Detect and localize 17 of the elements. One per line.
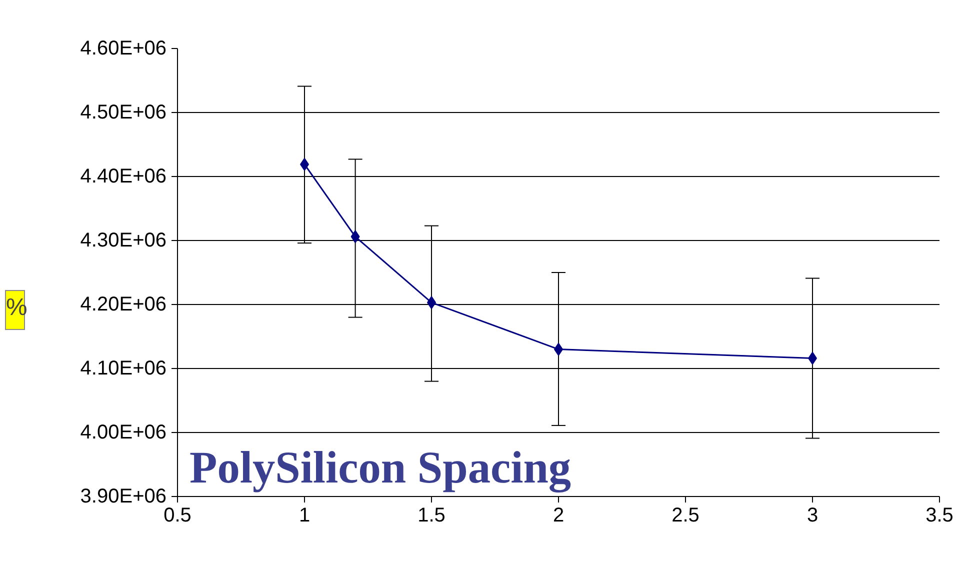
y-tick-label: 4.40E+06	[80, 166, 167, 188]
y-tick-label: 4.30E+06	[80, 230, 167, 252]
y-tick-label: 4.20E+06	[80, 294, 167, 316]
x-tick-label: 2	[552, 504, 564, 526]
y-tick-label: 4.60E+06	[80, 38, 167, 60]
y-tick-label: 4.50E+06	[80, 102, 167, 124]
x-tick-label: 3	[806, 504, 818, 526]
x-tick-label: 1	[298, 504, 310, 526]
annotation: PolySilicon Spacing	[190, 442, 572, 492]
x-tick-label: 1.5	[418, 504, 446, 526]
point	[350, 230, 360, 244]
y-tick-label: 4.10E+06	[80, 358, 167, 380]
x-tick-label: 0.5	[164, 504, 192, 526]
y-tick-label: 4.00E+06	[80, 422, 167, 444]
x-tick-label: 2.5	[672, 504, 700, 526]
x-tick-label: 3.5	[926, 504, 954, 526]
y-tick-label: 3.90E+06	[80, 486, 167, 508]
